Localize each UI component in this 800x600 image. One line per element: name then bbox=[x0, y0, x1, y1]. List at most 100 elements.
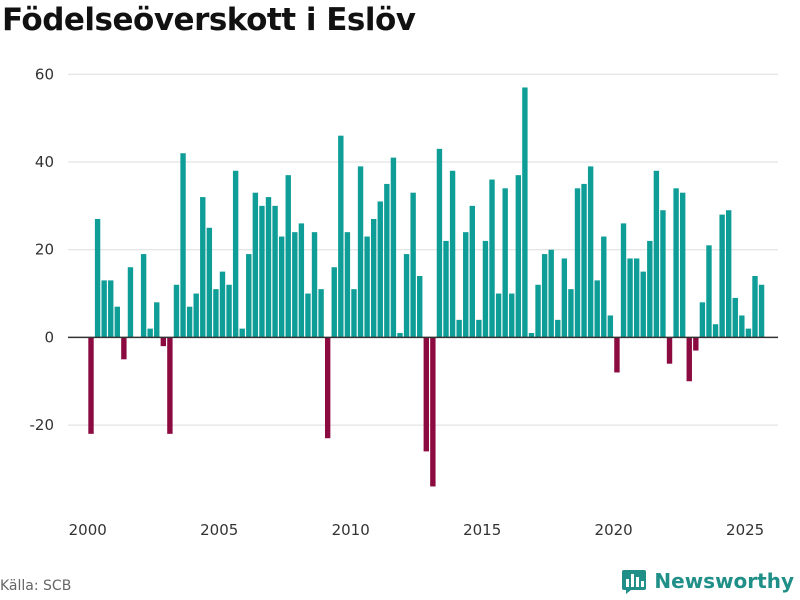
bar bbox=[594, 280, 600, 338]
bar bbox=[219, 271, 226, 338]
bar bbox=[725, 210, 732, 338]
bar bbox=[436, 148, 443, 338]
bar bbox=[686, 337, 692, 382]
bar bbox=[160, 337, 167, 347]
x-tick-label: 2015 bbox=[463, 521, 501, 539]
bar bbox=[127, 267, 134, 338]
bar bbox=[108, 280, 114, 338]
bar bbox=[502, 188, 508, 338]
y-tick-label: 40 bbox=[35, 153, 54, 171]
bar bbox=[246, 254, 252, 338]
bar bbox=[509, 293, 515, 338]
bar bbox=[719, 214, 725, 338]
bar bbox=[423, 337, 429, 452]
bar bbox=[515, 175, 522, 338]
bar bbox=[679, 192, 686, 338]
bar bbox=[614, 337, 620, 373]
bar bbox=[370, 219, 377, 338]
bar bbox=[259, 205, 265, 338]
bar bbox=[640, 271, 646, 338]
bar bbox=[456, 319, 462, 338]
bar bbox=[417, 276, 423, 338]
bar bbox=[114, 306, 121, 338]
bar bbox=[232, 170, 239, 338]
bar bbox=[200, 197, 206, 338]
bar bbox=[357, 166, 364, 338]
bar bbox=[318, 289, 324, 338]
bar bbox=[548, 249, 554, 338]
bar bbox=[693, 337, 699, 351]
brand-logo[interactable]: Newsworthy bbox=[621, 568, 794, 594]
bar bbox=[397, 333, 403, 338]
bar bbox=[206, 227, 213, 338]
bar bbox=[154, 302, 160, 338]
bar bbox=[574, 188, 581, 338]
bar bbox=[541, 254, 548, 338]
bar bbox=[265, 197, 272, 338]
bar bbox=[699, 302, 706, 338]
bar bbox=[739, 315, 745, 338]
bar bbox=[666, 337, 673, 364]
bar bbox=[213, 289, 219, 338]
bar bbox=[147, 328, 153, 338]
bar bbox=[390, 157, 397, 338]
bar bbox=[463, 232, 469, 338]
bar bbox=[285, 175, 291, 338]
bar bbox=[344, 232, 351, 338]
bar bbox=[647, 240, 653, 338]
x-tick-label: 2025 bbox=[726, 521, 764, 539]
brand-name: Newsworthy bbox=[654, 569, 794, 593]
y-tick-label: -20 bbox=[30, 416, 55, 434]
bar bbox=[627, 258, 633, 338]
bar-chart-logo-icon bbox=[622, 570, 647, 594]
bar bbox=[449, 170, 456, 338]
bar bbox=[752, 276, 758, 338]
bar bbox=[305, 293, 311, 338]
bar bbox=[351, 289, 357, 338]
y-axis-tick-labels: -20 0 20 40 60 bbox=[30, 65, 55, 434]
bar bbox=[528, 333, 535, 338]
bar bbox=[430, 337, 436, 487]
bar bbox=[758, 284, 765, 338]
bar bbox=[278, 236, 285, 338]
bar bbox=[292, 232, 298, 338]
y-tick-label: 20 bbox=[35, 241, 54, 259]
y-tick-label: 60 bbox=[35, 65, 54, 83]
bar bbox=[121, 337, 127, 360]
bar bbox=[469, 205, 476, 338]
bar bbox=[324, 337, 331, 439]
bar bbox=[607, 315, 614, 338]
bar bbox=[364, 236, 370, 338]
bar bbox=[535, 284, 541, 338]
bar bbox=[338, 135, 344, 338]
bar bbox=[601, 236, 607, 338]
bar bbox=[101, 280, 107, 338]
x-axis-tick-labels: 2000 2005 2010 2015 2020 2025 bbox=[69, 521, 765, 539]
source-note: Källa: SCB bbox=[0, 578, 72, 594]
bar bbox=[443, 240, 449, 338]
bar bbox=[410, 192, 416, 338]
bar bbox=[186, 306, 193, 338]
bar bbox=[311, 232, 318, 338]
bar bbox=[252, 192, 259, 338]
bar bbox=[660, 210, 666, 338]
bar bbox=[673, 188, 679, 338]
bar bbox=[568, 289, 574, 338]
bar bbox=[653, 170, 660, 338]
bar bbox=[239, 328, 245, 338]
bar bbox=[482, 240, 489, 338]
bar bbox=[140, 254, 147, 338]
x-tick-label: 2010 bbox=[332, 521, 370, 539]
y-tick-label: 0 bbox=[44, 328, 54, 346]
bar bbox=[180, 153, 186, 338]
bar bbox=[555, 319, 561, 338]
bar bbox=[712, 324, 719, 338]
bar bbox=[384, 183, 390, 338]
bar bbox=[272, 205, 278, 338]
bar bbox=[403, 254, 410, 338]
x-tick-label: 2000 bbox=[69, 521, 107, 539]
bar bbox=[193, 293, 199, 338]
bar bbox=[173, 284, 180, 338]
bar bbox=[167, 337, 173, 434]
